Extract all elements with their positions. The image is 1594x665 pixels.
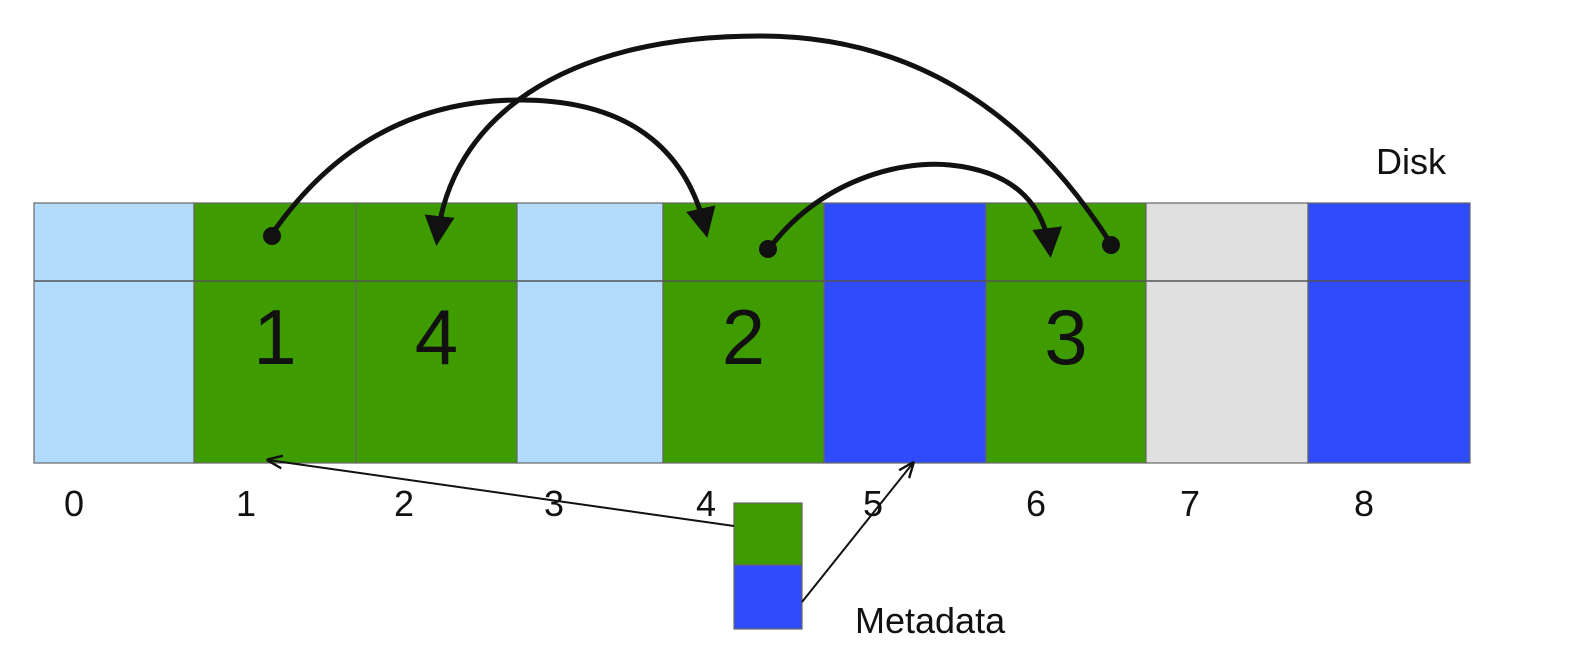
disk-label: Disk [1376, 141, 1447, 182]
disk-block-0 [33, 202, 195, 464]
pointer-origin-dot [1102, 236, 1120, 254]
block-index-label: 5 [863, 483, 883, 524]
metadata-label: Metadata [855, 600, 1006, 641]
disk-block-8 [1307, 202, 1471, 464]
block-index-label: 8 [1354, 483, 1374, 524]
pointer-origin-dot [263, 227, 281, 245]
metadata-legend-meta-block [733, 564, 803, 630]
metadata-pointers [268, 460, 913, 603]
disk-block-1 [193, 202, 357, 464]
disk-block-3 [516, 202, 664, 464]
metadata-pointer-to-block-1 [268, 460, 735, 527]
pointer-links [263, 33, 1120, 258]
metadata-legend-file-block [733, 502, 803, 566]
disk-block-7 [1145, 202, 1309, 464]
block-order-label: 3 [1044, 293, 1087, 381]
pointer-origin-dot [759, 240, 777, 258]
block-order-label: 1 [253, 293, 296, 381]
metadata-pointer-to-block-5 [801, 463, 913, 603]
block-index-labels: 0 1 2 3 4 5 6 7 8 [64, 483, 1374, 524]
pointer-link-4-to-6 [765, 161, 1063, 258]
block-index-label: 6 [1026, 483, 1046, 524]
block-index-label: 4 [696, 483, 716, 524]
pointer-link-6-to-2 [424, 33, 1114, 247]
block-index-label: 3 [544, 483, 564, 524]
block-index-label: 7 [1180, 483, 1200, 524]
disk-block-5 [823, 202, 987, 464]
block-index-label: 2 [394, 483, 414, 524]
disk-blocks [33, 202, 1471, 464]
disk-block-4 [662, 202, 825, 464]
disk-block-2 [355, 202, 518, 464]
block-order-label: 4 [415, 293, 458, 381]
block-index-label: 0 [64, 483, 84, 524]
block-index-label: 1 [236, 483, 256, 524]
block-order-labels: 1 4 2 3 [253, 293, 1087, 381]
block-order-label: 2 [722, 293, 765, 381]
